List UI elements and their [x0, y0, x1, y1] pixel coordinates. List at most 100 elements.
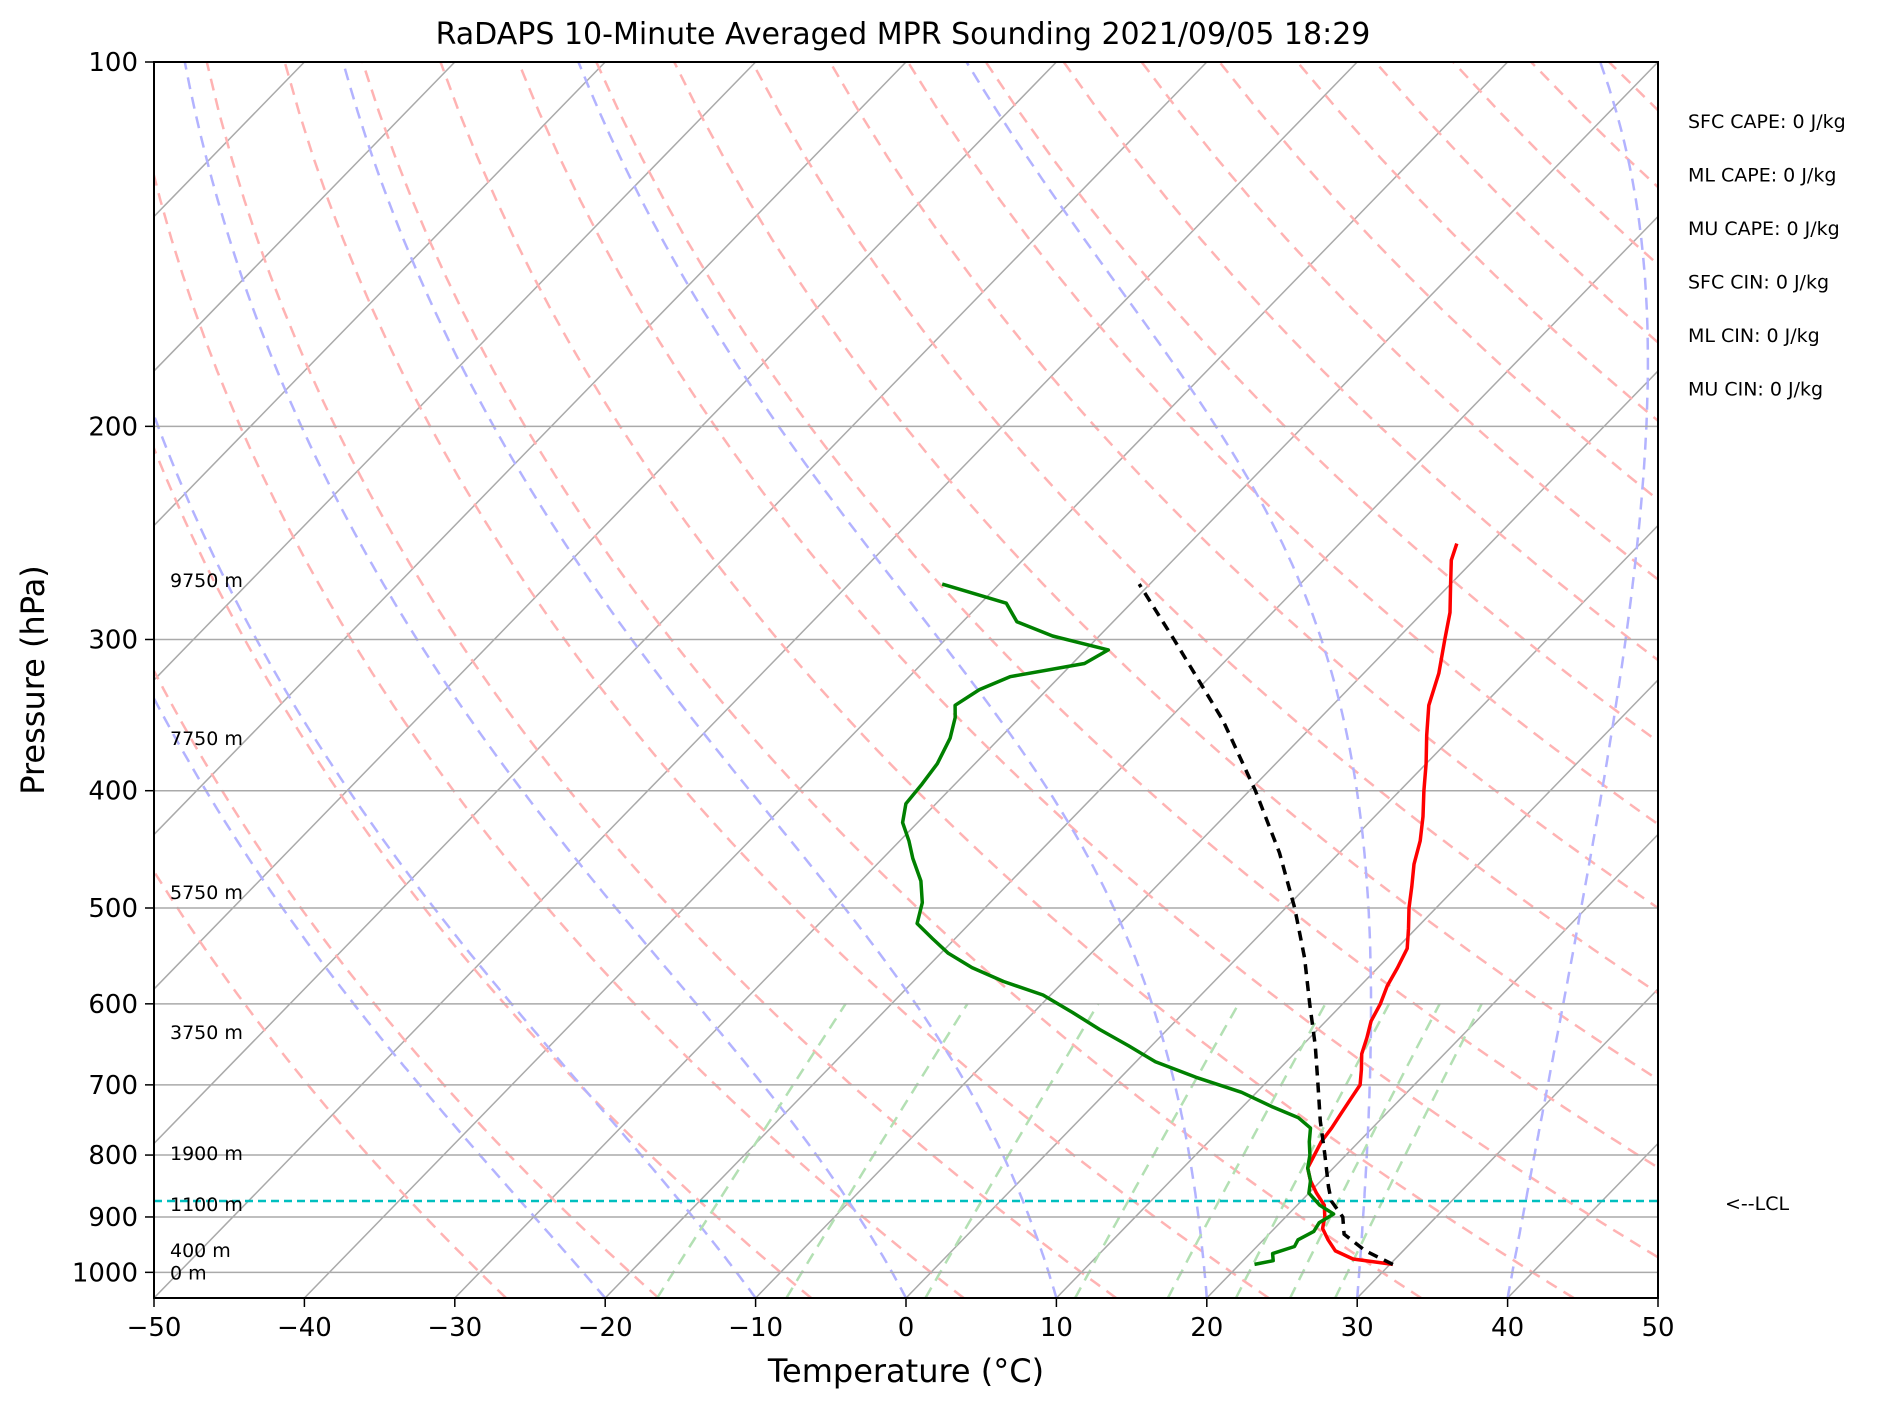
isotherm-line — [1055, 678, 1658, 1298]
isotherm-line — [454, 62, 1658, 1298]
isotherm-line — [1356, 987, 1658, 1298]
isotherm-line — [154, 62, 606, 527]
dry-adiabat — [1687, 62, 1882, 1298]
mixing-ratio-line — [1334, 1003, 1483, 1298]
x-tick-label: 10 — [1040, 1313, 1073, 1343]
moist-adiabat — [183, 62, 908, 1298]
dry-adiabat — [1296, 62, 1658, 423]
height-label: 400 m — [170, 1240, 231, 1262]
dry-adiabat — [828, 62, 1658, 910]
y-axis: 100 200 300 400 500 600 700 800 900 1000 — [72, 48, 154, 1288]
moist-adiabat — [577, 62, 1209, 1298]
y-tick-label: 1000 — [72, 1258, 138, 1288]
isotherm-line — [755, 369, 1658, 1298]
isotherm-line — [303, 62, 1509, 1298]
isotherm-line — [154, 62, 1208, 1145]
y-tick-label: 800 — [88, 1141, 138, 1171]
stability-index: SFC CIN: 0 J/kg — [1688, 272, 1829, 294]
stability-index: ML CIN: 0 J/kg — [1688, 325, 1820, 347]
height-label: 5750 m — [170, 882, 243, 904]
dry-adiabat — [906, 62, 1658, 826]
isotherm-line — [1657, 1296, 1658, 1298]
dry-adiabat — [1140, 62, 1658, 582]
isotherm-line — [905, 524, 1658, 1298]
dry-adiabat — [517, 62, 1658, 1259]
stability-index: SFC CAPE: 0 J/kg — [1688, 111, 1846, 133]
moist-adiabat — [965, 62, 1373, 1298]
y-tick-label: 900 — [88, 1203, 138, 1233]
moist-adiabat — [341, 62, 1058, 1298]
y-tick-label: 400 — [88, 777, 138, 807]
y-tick-label: 200 — [88, 412, 138, 442]
dry-adiabat — [751, 62, 1658, 995]
x-axis-label: Temperature (°C) — [767, 1352, 1044, 1390]
isotherm-line — [1206, 833, 1658, 1298]
stability-index: MU CIN: 0 J/kg — [1688, 379, 1823, 401]
dry-adiabat — [1530, 62, 1658, 189]
mixing-ratio-line — [1234, 1003, 1391, 1298]
dry-adiabat — [283, 62, 1270, 1298]
x-tick-label: −10 — [728, 1313, 783, 1343]
height-label: 3750 m — [170, 1022, 243, 1044]
dry-adiabat — [154, 170, 965, 1298]
sounding-series — [900, 543, 1459, 1267]
dry-adiabat — [984, 62, 1658, 744]
y-tick-label: 700 — [88, 1071, 138, 1101]
x-tick-label: −30 — [427, 1313, 482, 1343]
x-tick-label: 40 — [1491, 1313, 1524, 1343]
isotherm-line — [154, 62, 1358, 1298]
isotherm-line — [154, 62, 456, 373]
height-labels: 9750 m 7750 m 5750 m 3750 m 1900 m 1100 m 400 … — [170, 570, 243, 1284]
x-axis: −50 −40 −30 −20 −10 0 10 20 30 40 50 — [127, 1298, 1675, 1343]
x-tick-label: 30 — [1341, 1313, 1374, 1343]
stability-index: ML CAPE: 0 J/kg — [1688, 165, 1836, 187]
dry-adiabat — [673, 62, 1658, 1082]
y-axis-label: Pressure (hPa) — [14, 565, 52, 795]
dry-adiabat — [1218, 62, 1658, 502]
mixing-ratio-line — [785, 1003, 969, 1298]
x-tick-label: 50 — [1641, 1313, 1674, 1343]
temperature-line — [1305, 543, 1459, 1267]
gridlines — [154, 62, 1658, 1274]
x-tick-label: 20 — [1190, 1313, 1223, 1343]
y-tick-label: 500 — [88, 894, 138, 924]
dry-adiabat — [154, 445, 812, 1298]
x-tick-label: −20 — [578, 1313, 633, 1343]
mixing-ratio-line — [1166, 1003, 1327, 1298]
mixing-ratio-line — [924, 1003, 1100, 1298]
moist-adiabat — [154, 695, 607, 1298]
x-tick-label: 0 — [898, 1313, 915, 1343]
height-label: 1100 m — [170, 1194, 243, 1216]
lcl-label: <--LCL — [1725, 1193, 1789, 1215]
isotherm-line — [0, 62, 4, 1298]
dry-adiabat — [154, 668, 660, 1298]
y-tick-label: 300 — [88, 625, 138, 655]
y-tick-label: 600 — [88, 990, 138, 1020]
height-label: 9750 m — [170, 570, 243, 592]
height-label: 0 m — [170, 1262, 207, 1284]
moist-adiabat — [154, 411, 757, 1298]
mixing-ratio-line — [1074, 1003, 1240, 1298]
dry-adiabat — [1452, 62, 1658, 267]
dry-adiabat — [1608, 62, 1658, 112]
height-label: 1900 m — [170, 1143, 243, 1165]
dry-adiabat — [595, 62, 1658, 1170]
isotherm-line — [1507, 1142, 1658, 1298]
dry-adiabat — [1062, 62, 1658, 662]
dry-adiabat — [205, 62, 1117, 1298]
chart-title: RaDAPS 10-Minute Averaged MPR Sounding 2… — [436, 17, 1371, 52]
parcel-line — [1137, 583, 1394, 1266]
dewpoint-line — [900, 582, 1336, 1267]
isotherm-line — [154, 62, 1057, 991]
dry-adiabat — [439, 62, 1575, 1298]
background-lines — [0, 62, 1882, 1298]
moist-adiabat — [1506, 62, 1650, 1298]
isotherm-line — [604, 215, 1658, 1298]
x-tick-label: −40 — [277, 1313, 332, 1343]
dry-adiabat — [154, 869, 507, 1298]
stability-index: MU CAPE: 0 J/kg — [1688, 218, 1840, 240]
stability-indices: SFC CAPE: 0 J/kg ML CAPE: 0 J/kg MU CAPE: … — [1688, 111, 1846, 401]
height-label: 7750 m — [170, 728, 243, 750]
dry-adiabat — [361, 62, 1422, 1298]
